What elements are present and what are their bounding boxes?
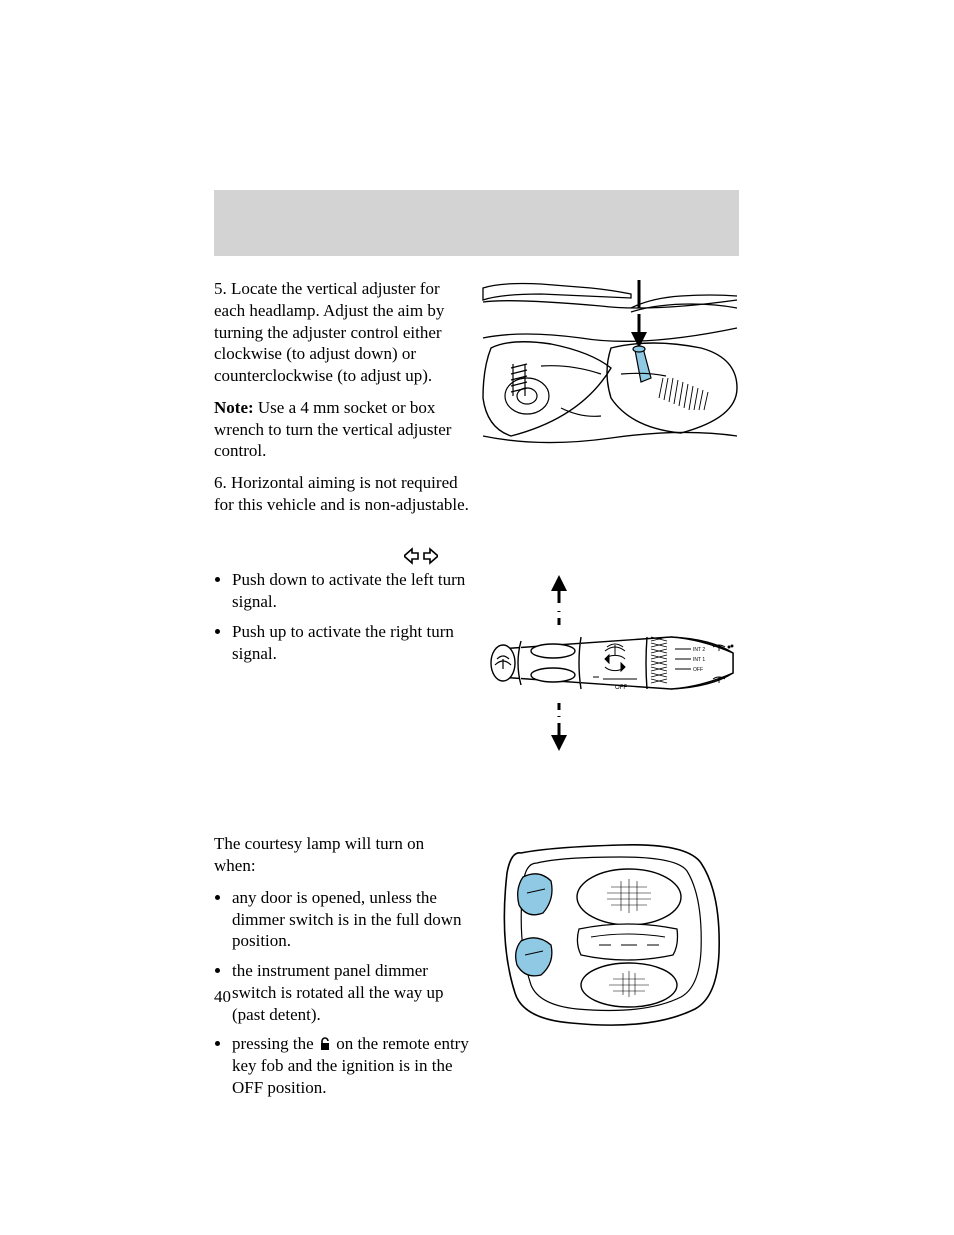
highlighted-switch-upper <box>518 874 552 915</box>
text-col-3: The courtesy lamp will turn on when: any… <box>214 833 469 1108</box>
page-content: 5. Locate the vertical adjuster for each… <box>214 278 739 1127</box>
svg-text:OFF: OFF <box>693 667 703 673</box>
text-col-2: Push down to activate the left turn sign… <box>214 569 469 759</box>
turn-signal-right: Push up to activate the right turn signa… <box>232 621 469 665</box>
svg-text:INT 2: INT 2 <box>693 647 705 653</box>
note-label: Note: <box>214 398 254 417</box>
courtesy-lamp-svg <box>481 833 739 1033</box>
section-headlamp-adjust: 5. Locate the vertical adjuster for each… <box>214 278 739 526</box>
section-turn-signal: Push down to activate the left turn sign… <box>214 544 739 760</box>
headlamp-adjuster-svg <box>481 278 739 448</box>
courtesy-list: any door is opened, unless the dimmer sw… <box>214 887 469 1099</box>
diagram-headlamp <box>481 278 739 526</box>
double-arrow-icon <box>404 547 438 565</box>
manual-page: 5. Locate the vertical adjuster for each… <box>0 0 954 1235</box>
courtesy-b3: pressing the on the remote entry key fob… <box>232 1033 469 1098</box>
diagram-turn-signal: OFF <box>481 569 739 759</box>
courtesy-b2: the instrument panel dimmer switch is ro… <box>232 960 469 1025</box>
header-band <box>214 190 739 256</box>
lever-off-label: OFF <box>615 685 627 691</box>
page-number: 40 <box>214 986 231 1008</box>
text-col-1: 5. Locate the vertical adjuster for each… <box>214 278 469 526</box>
turn-signal-left: Push down to activate the left turn sign… <box>232 569 469 613</box>
step-6: 6. Horizontal aiming is not required for… <box>214 472 469 516</box>
courtesy-b3-pre: pressing the <box>232 1034 318 1053</box>
section-spacer <box>214 777 739 833</box>
unlock-icon <box>318 1037 332 1051</box>
highlighted-switch-lower <box>516 938 552 976</box>
courtesy-intro: The courtesy lamp will turn on when: <box>214 833 469 877</box>
diagram-courtesy-lamp <box>481 833 739 1108</box>
turn-signal-arrows-heading <box>214 544 739 566</box>
section-courtesy-lamp: The courtesy lamp will turn on when: any… <box>214 833 739 1108</box>
highlighted-adjuster <box>633 346 651 382</box>
turn-signal-lever-svg: OFF <box>481 569 739 759</box>
svg-text:INT 1: INT 1 <box>693 657 705 663</box>
note-line: Note: Use a 4 mm socket or box wrench to… <box>214 397 469 462</box>
step-5: 5. Locate the vertical adjuster for each… <box>214 278 469 387</box>
courtesy-b1: any door is opened, unless the dimmer sw… <box>232 887 469 952</box>
turn-signal-list: Push down to activate the left turn sign… <box>214 569 469 664</box>
